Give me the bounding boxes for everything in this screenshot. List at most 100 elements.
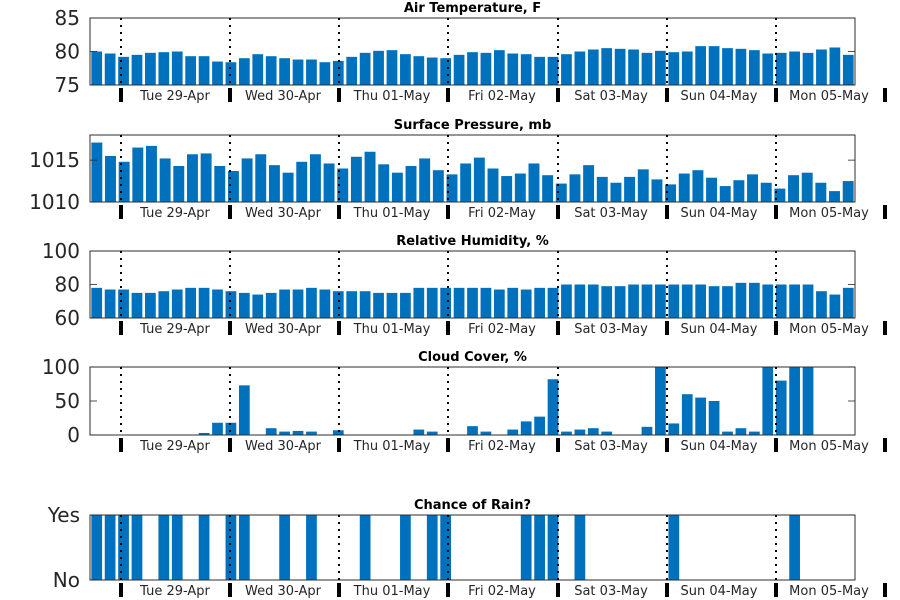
axes-box — [89, 514, 856, 581]
bar — [171, 289, 183, 318]
bar — [440, 58, 452, 85]
bar — [400, 54, 411, 85]
bar — [641, 52, 653, 85]
bar — [801, 172, 813, 202]
bar — [432, 170, 444, 202]
bar — [279, 58, 290, 85]
bar — [131, 515, 143, 580]
bar — [212, 289, 223, 318]
y-tick-label: 0 — [67, 423, 80, 447]
bar — [306, 431, 317, 435]
day-tick — [446, 583, 450, 597]
bar — [241, 158, 253, 202]
bar — [198, 287, 210, 318]
x-tick-label: Wed 30-Apr — [245, 439, 322, 454]
bar — [802, 367, 814, 435]
bar — [722, 286, 733, 318]
x-tick-label: Tue 29-Apr — [139, 584, 210, 599]
bar — [775, 52, 787, 85]
bar — [695, 284, 707, 318]
bar — [279, 289, 290, 318]
bar — [762, 284, 774, 318]
bar — [118, 161, 130, 202]
panel-title: Air Temperature, F — [404, 1, 541, 16]
bar — [171, 515, 183, 580]
y-tick-label: 60 — [55, 306, 80, 330]
day-tick — [883, 321, 887, 335]
bar — [681, 394, 693, 435]
bar — [185, 56, 197, 85]
bar — [480, 431, 492, 435]
bar — [91, 142, 103, 202]
x-tick-label: Thu 01-May — [353, 439, 431, 454]
bar — [146, 145, 157, 202]
bar — [722, 48, 733, 85]
bar — [708, 46, 720, 85]
day-tick — [337, 583, 341, 597]
x-tick-label: Tue 29-Apr — [139, 89, 210, 104]
bar — [460, 163, 472, 202]
bar — [829, 47, 841, 85]
bar — [359, 515, 371, 580]
y-tick-label: 80 — [55, 40, 80, 64]
bar — [238, 292, 250, 319]
bar — [775, 284, 787, 318]
panel-title: Cloud Cover, % — [418, 350, 527, 365]
bar — [587, 284, 599, 318]
bar — [319, 62, 331, 85]
bar — [695, 397, 707, 435]
bar — [520, 515, 532, 580]
x-tick-label: Thu 01-May — [353, 206, 431, 221]
day-tick — [556, 88, 560, 102]
bar — [507, 287, 519, 318]
bar — [132, 147, 144, 202]
x-tick-label: Sat 03-May — [574, 322, 648, 337]
bar — [386, 50, 398, 85]
bar — [158, 52, 170, 85]
bar — [534, 287, 545, 318]
bar — [829, 294, 841, 318]
bar — [842, 54, 854, 85]
bar — [467, 287, 478, 318]
x-tick-label: Sat 03-May — [574, 584, 648, 599]
x-tick-label: Sun 04-May — [681, 439, 758, 454]
bar — [131, 54, 143, 85]
bar — [587, 428, 599, 435]
panel-title: Chance of Rain? — [414, 498, 531, 513]
bar — [279, 515, 290, 580]
bar — [487, 168, 499, 202]
panel-title: Relative Humidity, % — [396, 234, 549, 249]
bar — [574, 515, 586, 580]
y-tick-label: No — [53, 568, 80, 592]
x-tick-label: Mon 05-May — [789, 322, 869, 337]
x-tick-label: Fri 02-May — [468, 584, 536, 599]
bar — [359, 291, 371, 318]
bar — [574, 429, 586, 435]
bar — [692, 170, 704, 202]
bar — [637, 169, 649, 202]
bar — [651, 179, 663, 202]
y-tick-label: 85 — [55, 6, 80, 30]
bar — [413, 56, 425, 85]
x-tick-label: Thu 01-May — [353, 584, 431, 599]
bar — [655, 50, 666, 85]
bar — [583, 165, 595, 202]
x-tick-label: Tue 29-Apr — [139, 206, 210, 221]
bar — [306, 287, 317, 318]
bar — [655, 367, 666, 435]
bar — [440, 287, 452, 318]
bar — [292, 289, 304, 318]
bar — [238, 58, 250, 85]
bar — [306, 59, 317, 85]
bar — [789, 515, 800, 580]
bar — [614, 286, 626, 318]
day-tick — [556, 583, 560, 597]
bar — [748, 50, 760, 85]
bar — [542, 175, 554, 202]
bar — [668, 423, 680, 435]
bar — [350, 156, 362, 202]
day-tick — [228, 88, 232, 102]
bar — [378, 164, 390, 202]
bar — [346, 291, 358, 318]
bar — [561, 284, 572, 318]
